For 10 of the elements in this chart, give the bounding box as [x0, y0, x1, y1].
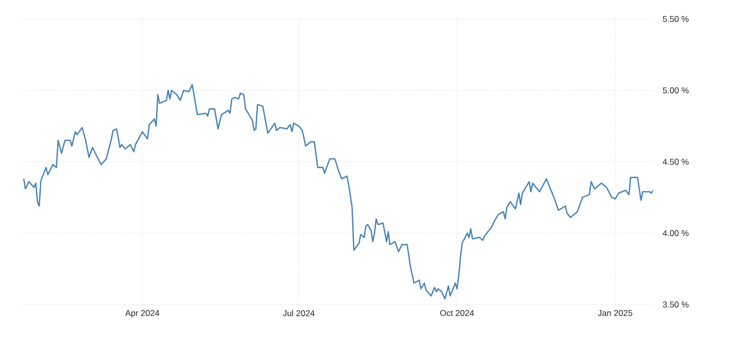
x-tick-label: Oct 2024 [440, 310, 474, 316]
line-series [23, 84, 654, 300]
y-tick-label: 3.50 % [662, 302, 689, 308]
x-tick-label: Apr 2024 [125, 310, 160, 318]
y-tick-label: 5.00 % [662, 87, 689, 94]
x-tick-label: Jan 2025 [598, 310, 632, 316]
y-tick-label: 4.50 % [662, 158, 689, 165]
y-tick-label: 5.50 % [662, 16, 689, 22]
x-tick-label: Jul 2024 [282, 310, 315, 316]
y-tick-label: 4.00 % [662, 230, 689, 236]
